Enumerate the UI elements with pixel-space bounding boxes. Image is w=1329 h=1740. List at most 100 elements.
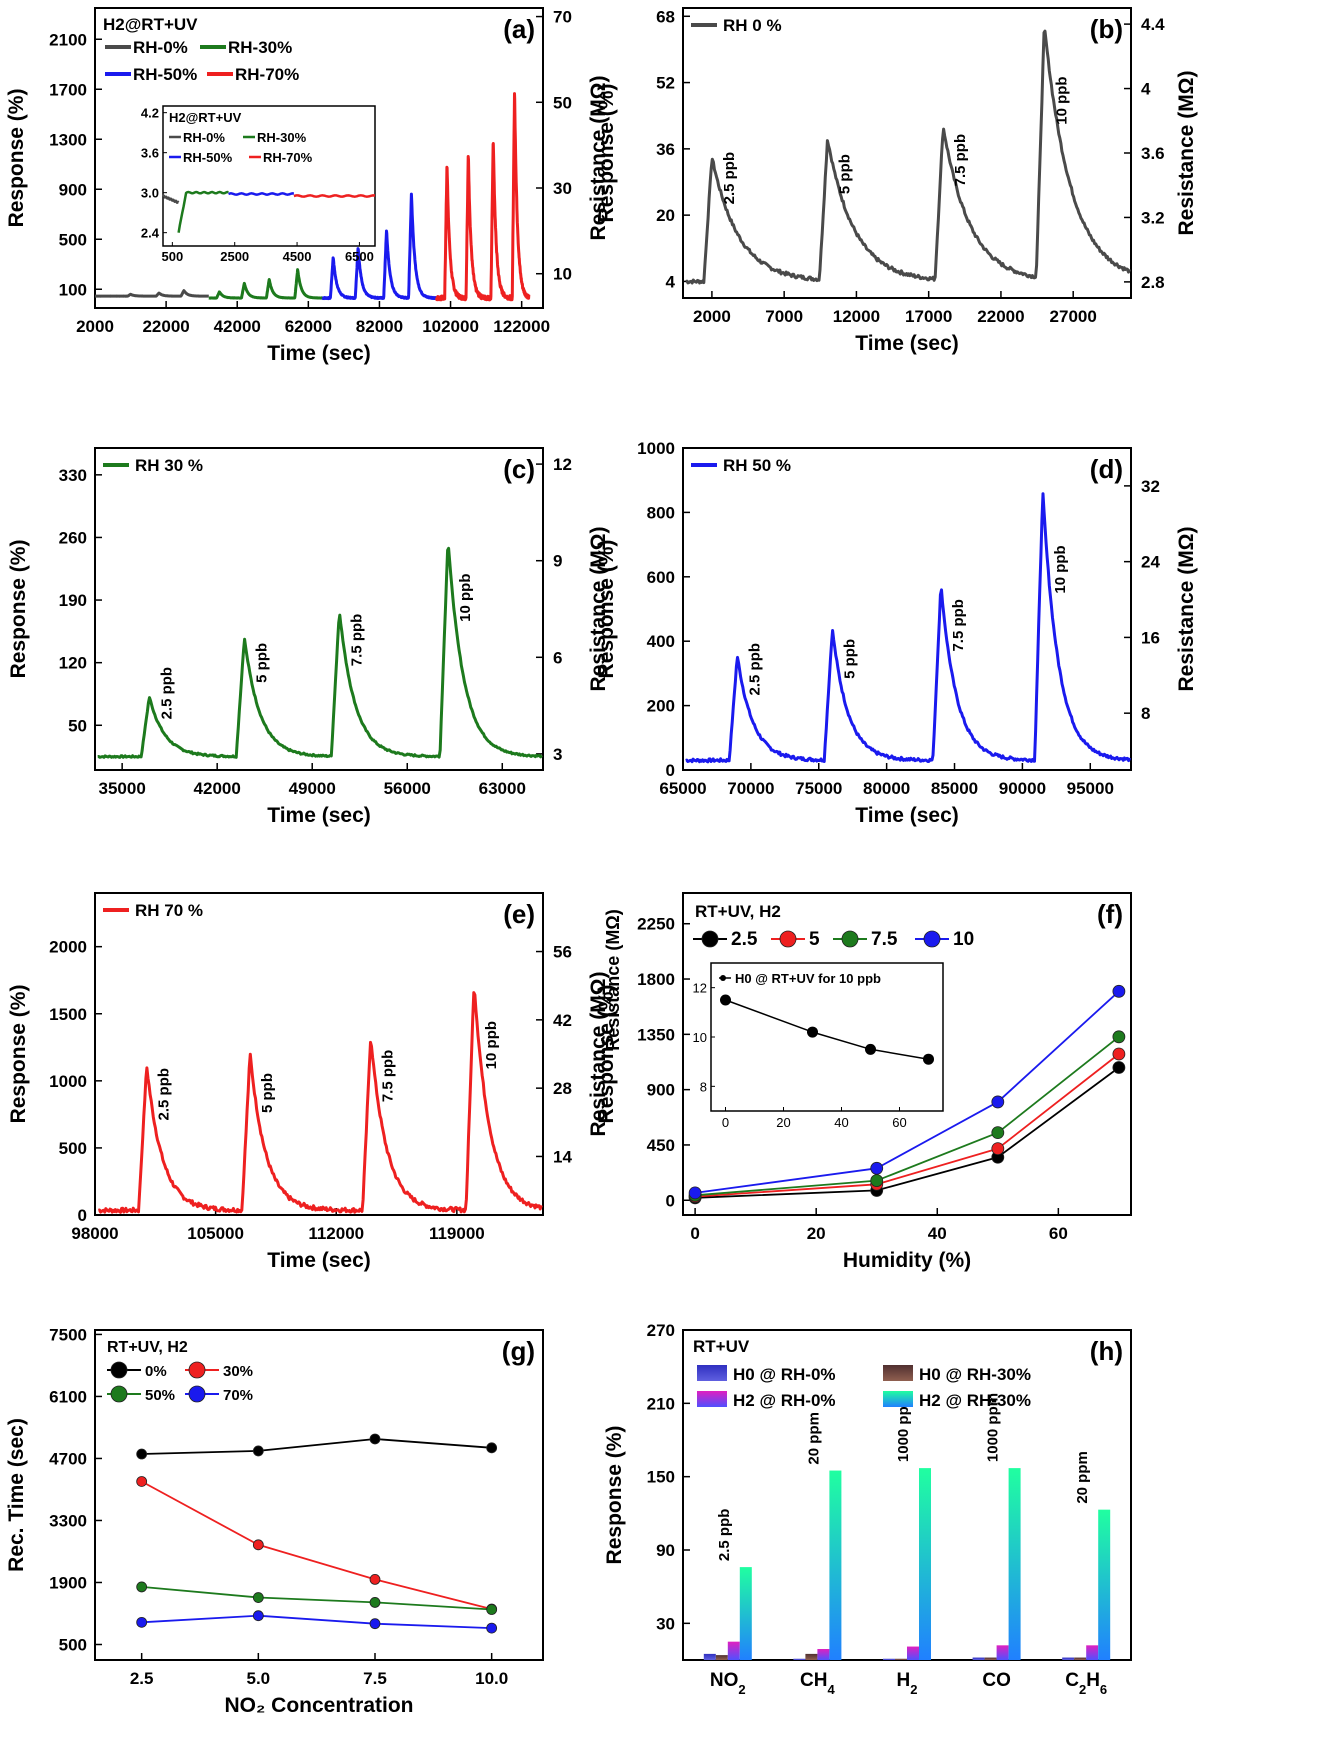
legend-swatch <box>697 1365 727 1381</box>
x-tick-label: 80000 <box>863 779 910 798</box>
x-tick-label: 22000 <box>142 317 189 336</box>
data-point <box>252 1445 264 1457</box>
series-5 <box>695 1053 1120 1198</box>
x-tick-label: 98000 <box>71 1224 118 1243</box>
legend-label: RH 70 % <box>135 901 203 920</box>
data-point <box>870 1174 884 1187</box>
panel-label: (a) <box>503 14 535 44</box>
y-tick-label: 1350 <box>637 1025 675 1044</box>
peak-annotation: 2.5 ppb <box>156 1068 173 1121</box>
peak-annotation: 5 ppb <box>841 639 858 679</box>
y-tick-label: 3300 <box>49 1511 87 1530</box>
y2-tick-label: 42 <box>553 1011 572 1030</box>
peak-annotation: 10 ppb <box>483 1021 500 1069</box>
y2-tick-label: 6 <box>553 648 562 667</box>
data-point <box>991 1142 1005 1156</box>
data-point <box>991 1095 1005 1109</box>
inset-series <box>293 194 376 198</box>
bar-annotation: 2.5 ppb <box>716 1509 733 1562</box>
bar-H2 @ RH-30% <box>1008 1468 1021 1660</box>
y-tick-label: 0 <box>666 1191 675 1210</box>
y-tick-label: 800 <box>647 503 675 522</box>
series-30% <box>141 1480 492 1610</box>
data-point <box>1112 984 1126 998</box>
x-tick-label: 40 <box>928 1224 947 1243</box>
legend-label: RH 0 % <box>723 16 782 35</box>
plot-frame <box>94 892 544 1216</box>
y-tick-label: 200 <box>647 697 675 716</box>
bar-H2 @ RH-0% <box>1086 1645 1099 1660</box>
y-axis-label: Response (%) <box>5 89 28 228</box>
series-50% <box>141 1586 492 1611</box>
panel-e: 98000 105000 112000 119000 0 500 1000 1500 2000 1… <box>7 892 610 1272</box>
y-tick-label: 500 <box>59 230 87 249</box>
panel-label: (f) <box>1097 899 1123 929</box>
y-tick-label: 7500 <box>49 1325 87 1344</box>
panel-b: 2000 7000 12000 17000 22000 27000 4 20 36 52 68 2.8… <box>595 7 1198 355</box>
y2-tick-label: 12 <box>553 455 572 474</box>
plot-frame <box>94 447 544 771</box>
x-tick-label: 62000 <box>285 317 332 336</box>
bar-annotation: 20 ppm <box>805 1412 822 1465</box>
chart-title: H2@RT+UV <box>103 15 198 34</box>
inset-data-point <box>720 994 731 1006</box>
inset-x-tick-label: 6500 <box>345 249 374 264</box>
legend-marker <box>923 930 941 948</box>
x-tick-label: H2 <box>897 1670 918 1697</box>
data-point <box>688 1186 702 1200</box>
x-tick-label: NO2 <box>710 1670 746 1697</box>
peak-annotation: 5 ppb <box>837 154 854 194</box>
y-tick-label: 6100 <box>49 1387 87 1406</box>
data-point <box>1112 1061 1126 1074</box>
x-tick-label: 10.0 <box>475 1669 508 1688</box>
inset-series <box>177 190 229 233</box>
bar-annotation: 20 ppm <box>1074 1451 1091 1504</box>
x-axis-label: Time (sec) <box>267 1249 371 1272</box>
y2-tick-label: 9 <box>553 552 562 571</box>
inset-x-tick-label: 4500 <box>283 249 312 264</box>
y-axis-label: Response (%) <box>603 1426 626 1565</box>
data-point <box>1112 1030 1126 1044</box>
y-tick-label: 4 <box>666 272 676 291</box>
series-RH 0 % <box>685 29 1131 285</box>
y-tick-label: 50 <box>68 716 87 735</box>
legend-label: 10 <box>953 929 974 950</box>
inset-legend-marker <box>720 975 726 981</box>
panel-f: 0 20 40 60 0 450 900 1350 1800 2250 Humidity (%) Re… <box>595 892 1132 1272</box>
y-tick-label: 30 <box>656 1614 675 1633</box>
bar-H0 @ RH-30% <box>895 1658 907 1660</box>
series-7.5 <box>695 1036 1120 1197</box>
y-tick-label: 1000 <box>49 1072 87 1091</box>
data-point <box>486 1604 498 1615</box>
y-tick-label: 600 <box>647 568 675 587</box>
bar-H2 @ RH-0% <box>817 1649 830 1660</box>
y-tick-label: 1800 <box>637 970 675 989</box>
peak-annotation: 5 ppb <box>253 643 270 683</box>
legend-marker <box>110 1385 128 1403</box>
data-point <box>136 1448 148 1460</box>
legend-label: RH 50 % <box>723 456 791 475</box>
y2-axis-label: Resistance (MΩ) <box>587 971 610 1136</box>
x-tick-label: 0 <box>690 1224 699 1243</box>
peak-annotation: 2.5 ppb <box>721 152 738 205</box>
x-tick-label: 90000 <box>999 779 1046 798</box>
bar-H2 @ RH-30% <box>919 1468 931 1660</box>
x-tick-label: 70000 <box>727 779 774 798</box>
legend-marker <box>188 1361 206 1379</box>
inset-legend-label: H0 @ RT+UV for 10 ppb <box>735 971 881 986</box>
y-tick-label: 100 <box>59 280 87 299</box>
data-point <box>991 1126 1005 1140</box>
x-tick-label: 27000 <box>1050 307 1097 326</box>
x-tick-label: 102000 <box>422 317 479 336</box>
data-point <box>136 1581 148 1593</box>
series-RH-70% <box>435 92 531 302</box>
x-tick-label: 17000 <box>905 307 952 326</box>
inset-series <box>162 194 180 204</box>
y-tick-label: 120 <box>59 654 87 673</box>
series-2.5 <box>695 1066 1120 1199</box>
bar-H2 @ RH-30% <box>1098 1509 1111 1660</box>
bar-H2 @ RH-0% <box>727 1641 740 1660</box>
y-tick-label: 68 <box>656 7 675 26</box>
y-tick-label: 900 <box>647 1081 675 1100</box>
